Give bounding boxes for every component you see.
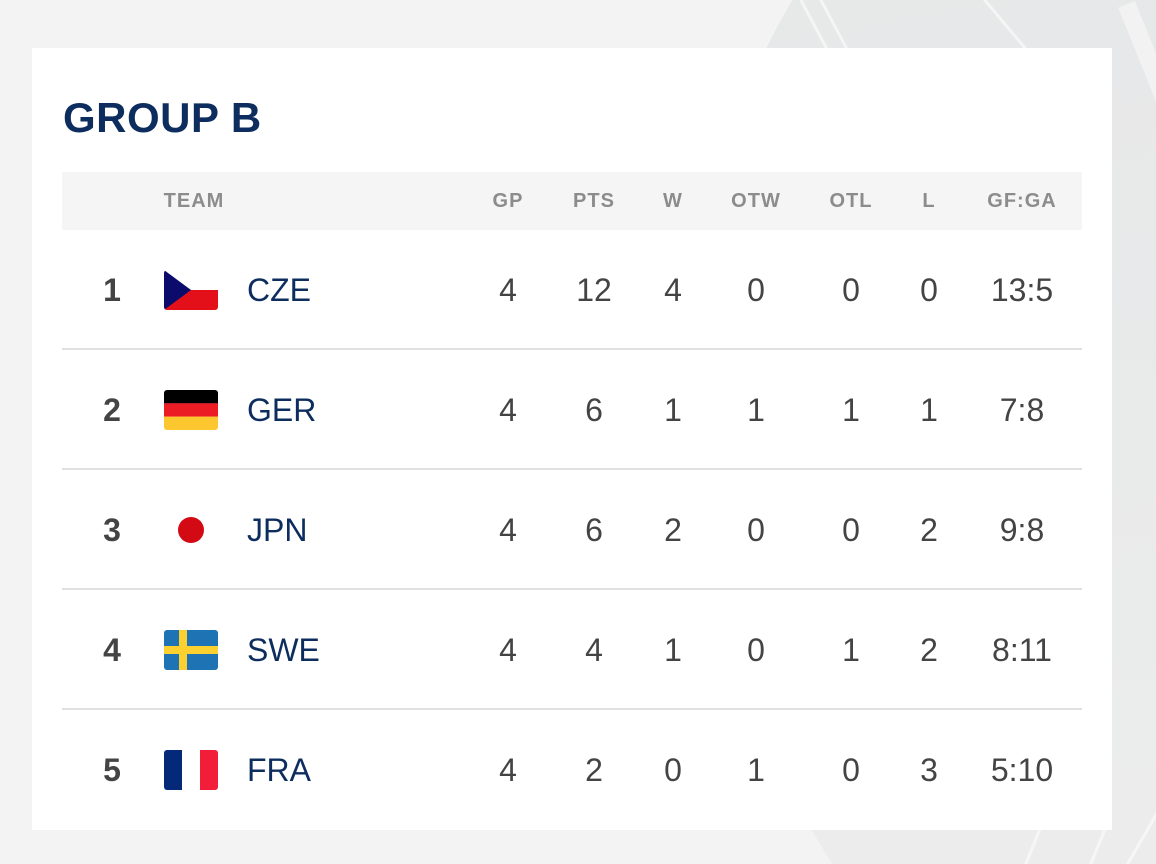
points: 6 [585,392,603,428]
team-code[interactable]: CZE [247,272,311,308]
sweden-flag-icon [164,630,218,670]
overtime-wins: 0 [747,512,765,548]
header-otl[interactable]: OTL [829,190,873,212]
overtime-losses: 1 [842,632,860,668]
games-played: 4 [499,512,517,548]
games-played: 4 [499,632,517,668]
goals-for-against: 7:8 [999,392,1045,428]
overtime-losses: 1 [842,392,860,428]
overtime-wins: 0 [747,272,765,308]
background-stripe [974,0,1029,52]
points: 6 [585,512,603,548]
games-played: 4 [499,392,517,428]
team-code[interactable]: FRA [247,752,311,788]
table-row[interactable]: 5 FRA 4 2 0 1 0 3 5:10 [62,710,1082,830]
team-code[interactable]: JPN [247,512,308,548]
header-gp[interactable]: GP [492,190,524,212]
czech-flag-icon [164,270,218,310]
table-row[interactable]: 1 CZE 4 12 4 0 0 0 13:5 [62,230,1082,350]
header-otw[interactable]: OTW [731,190,781,212]
losses: 2 [920,632,938,668]
table-row[interactable]: 3 JPN 4 6 2 0 0 2 9:8 [62,470,1082,590]
rank: 4 [103,632,121,668]
losses: 1 [920,392,938,428]
overtime-losses: 0 [842,512,860,548]
points: 2 [585,752,603,788]
header-pts[interactable]: PTS [573,190,615,212]
overtime-wins: 1 [747,752,765,788]
rank: 3 [103,512,121,548]
header-team[interactable]: TEAM [163,190,225,212]
wins: 1 [664,632,682,668]
games-played: 4 [499,272,517,308]
rank: 1 [103,272,121,308]
group-title: GROUP B [63,94,262,141]
germany-flag-icon [164,390,218,430]
goals-for-against: 9:8 [999,512,1045,548]
background-stripe [1118,0,1156,120]
background-stripe [1110,787,1156,864]
goals-for-against: 8:11 [992,632,1052,668]
table-row[interactable]: 4 SWE 4 4 1 0 1 2 8:11 [62,590,1082,710]
header-gfga[interactable]: GF:GA [987,190,1057,212]
standings-card: GROUP B TEAM GP PTS W OTW OTL L GF:GA 1 … [32,48,1112,830]
overtime-wins: 1 [747,392,765,428]
rank: 2 [103,392,121,428]
wins: 0 [664,752,682,788]
overtime-wins: 0 [747,632,765,668]
table-row[interactable]: 2 GER 4 6 1 1 1 1 7:8 [62,350,1082,470]
table-header: TEAM GP PTS W OTW OTL L GF:GA [62,172,1082,230]
france-flag-icon [164,750,218,790]
goals-for-against: 5:10 [990,752,1054,788]
overtime-losses: 0 [842,272,860,308]
goals-for-against: 13:5 [990,272,1054,308]
header-w[interactable]: W [663,190,683,212]
team-code[interactable]: SWE [247,632,320,668]
wins: 2 [664,512,682,548]
team-code[interactable]: GER [247,392,317,428]
games-played: 4 [499,752,517,788]
standings-table: TEAM GP PTS W OTW OTL L GF:GA 1 CZE 4 12… [62,172,1082,830]
header-l[interactable]: L [922,190,936,212]
wins: 4 [664,272,682,308]
losses: 0 [920,272,938,308]
losses: 3 [920,752,938,788]
japan-flag-icon [164,510,218,550]
overtime-losses: 0 [842,752,860,788]
points: 12 [576,272,612,308]
wins: 1 [664,392,682,428]
rank: 5 [103,752,121,788]
losses: 2 [920,512,938,548]
points: 4 [585,632,603,668]
